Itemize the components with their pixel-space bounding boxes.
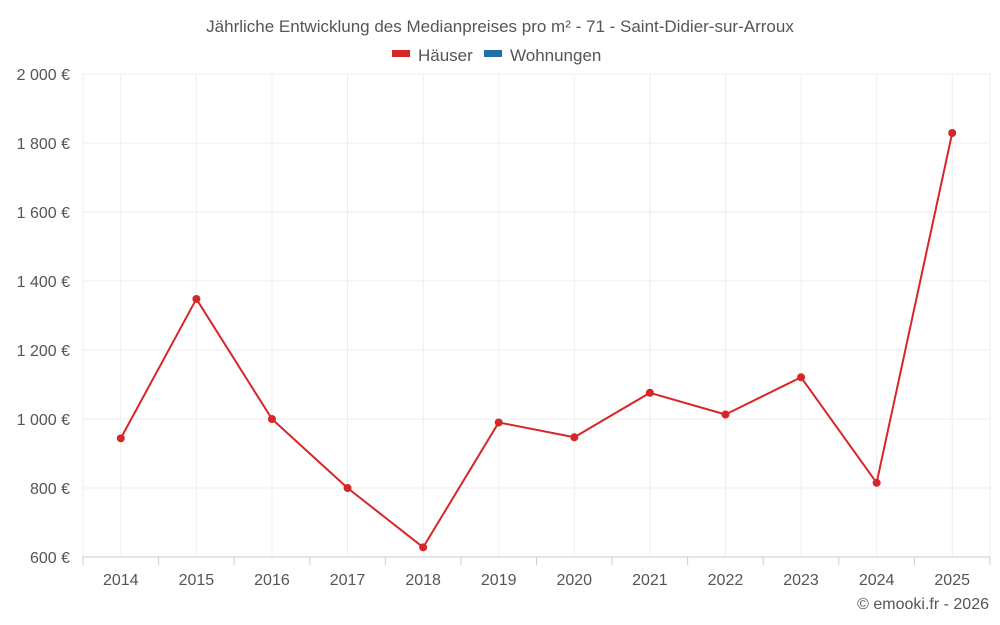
x-tick-label: 2023 (783, 572, 819, 589)
legend-label-haeuser[interactable]: Häuser (418, 46, 473, 65)
y-tick-label: 1 800 € (17, 136, 70, 153)
data-point[interactable] (343, 484, 352, 492)
grid (82, 73, 991, 557)
data-point[interactable] (494, 418, 503, 427)
x-tick-label: 2024 (859, 572, 895, 589)
axes: 600 € 800 € 1 000 € 1 200 € 1 400 € 1 600 € 1 … (17, 67, 991, 589)
data-point[interactable] (267, 415, 276, 423)
y-tick-label: 1 400 € (17, 274, 70, 291)
x-tick-label: 2021 (632, 572, 668, 589)
data-point[interactable] (797, 373, 806, 382)
x-tick-label: 2015 (179, 572, 215, 589)
chart-title: Jährliche Entwicklung des Medianpreises … (206, 17, 794, 36)
x-tick-label: 2020 (556, 572, 592, 589)
y-tick-label: 1 600 € (17, 205, 70, 222)
y-tick-label: 800 € (30, 481, 70, 498)
series-haeuser (116, 128, 957, 552)
data-point[interactable] (192, 294, 201, 303)
data-point[interactable] (419, 543, 428, 552)
x-tick-label: 2017 (330, 572, 366, 589)
data-point[interactable] (645, 388, 654, 397)
y-tick-label: 600 € (30, 550, 70, 567)
x-tick-label: 2018 (405, 572, 441, 589)
credit-text: © emooki.fr - 2026 (857, 596, 989, 613)
data-point[interactable] (116, 434, 125, 443)
y-tick-label: 2 000 € (17, 67, 70, 84)
y-tick-label: 1 200 € (17, 343, 70, 360)
y-tick-label: 1 000 € (17, 412, 70, 429)
x-tick-label: 2016 (254, 572, 290, 589)
legend-label-wohnungen[interactable]: Wohnungen (510, 46, 601, 65)
data-point[interactable] (570, 433, 579, 442)
x-tick-label: 2022 (708, 572, 744, 589)
legend-swatch-haeuser (392, 50, 410, 57)
x-tick-label: 2025 (934, 572, 970, 589)
data-point[interactable] (948, 128, 957, 137)
x-tick-label: 2014 (103, 572, 139, 589)
legend-swatch-wohnungen (484, 50, 502, 57)
series-line (119, 132, 954, 549)
x-tick-label: 2019 (481, 572, 517, 589)
legend: Häuser Wohnungen (392, 46, 601, 65)
data-point[interactable] (872, 478, 881, 487)
data-point[interactable] (721, 410, 730, 419)
